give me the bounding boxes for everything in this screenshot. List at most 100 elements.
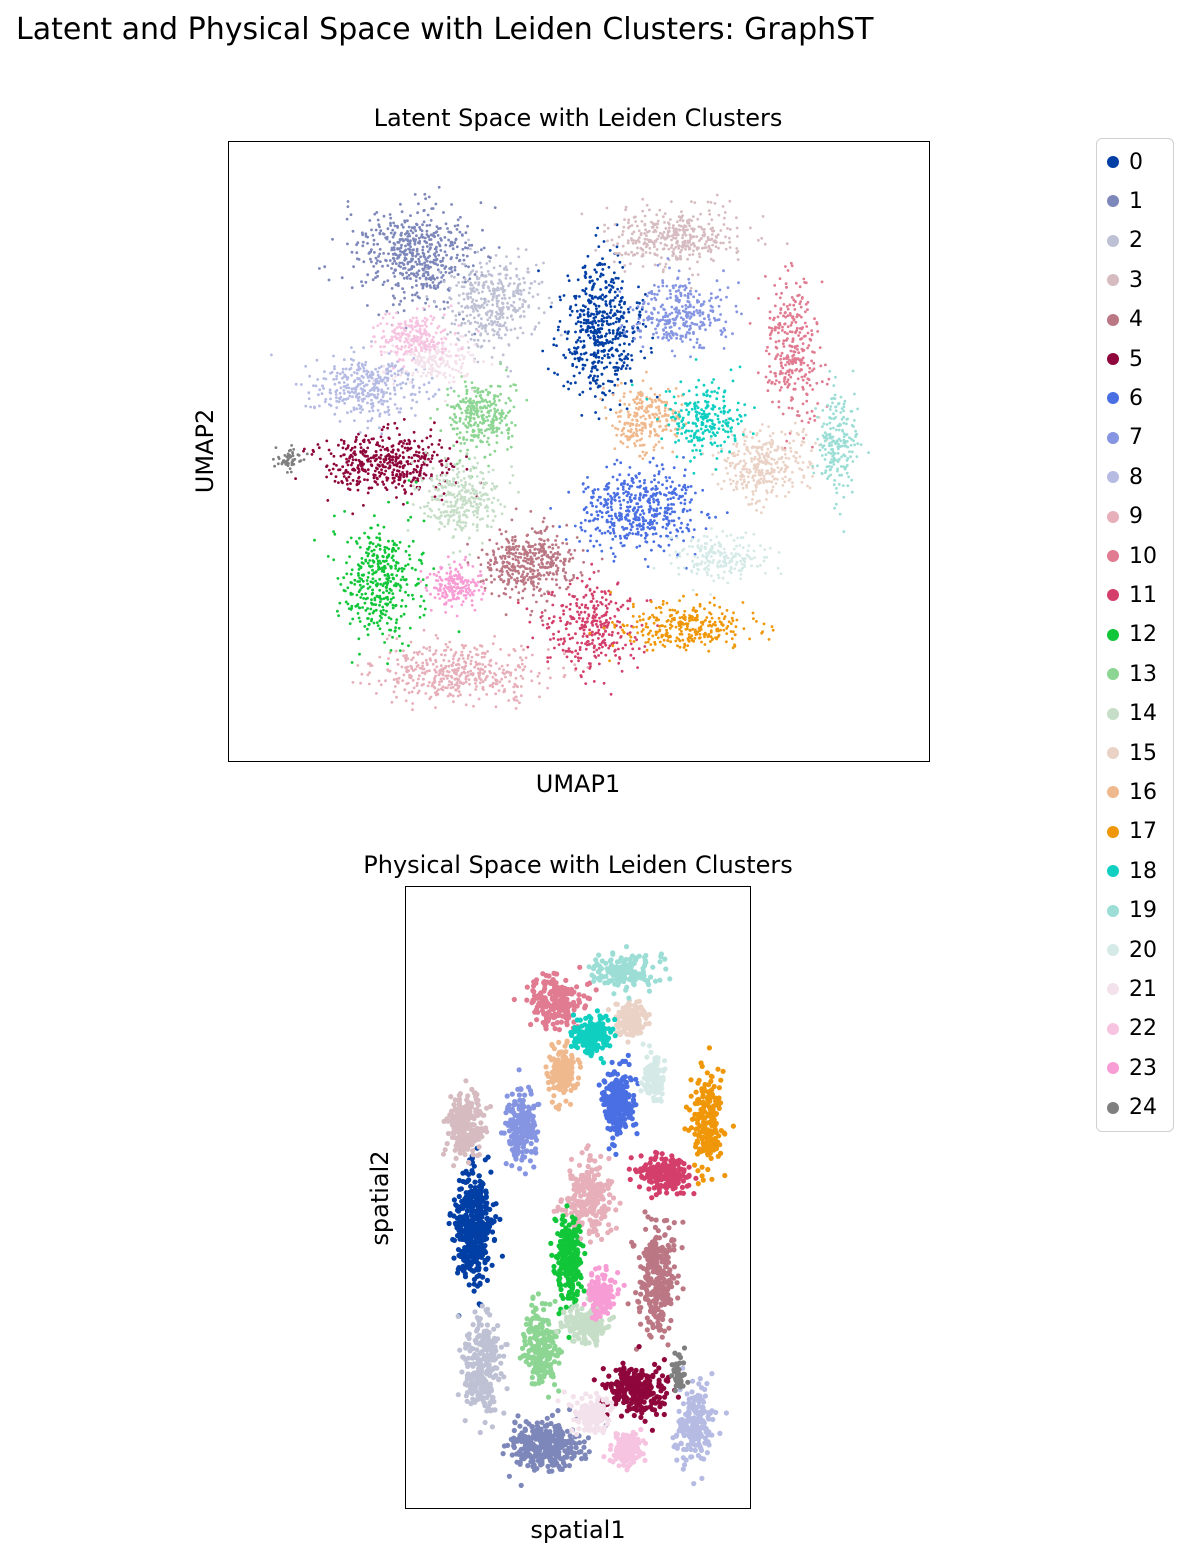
point: [390, 287, 394, 290]
point: [558, 553, 562, 556]
point: [527, 305, 530, 309]
point: [576, 610, 579, 614]
point: [515, 576, 519, 580]
point: [720, 333, 723, 336]
point: [376, 373, 380, 377]
point: [581, 635, 585, 638]
point: [439, 280, 443, 284]
point: [526, 645, 530, 649]
point: [381, 605, 385, 609]
point: [682, 456, 685, 459]
point: [396, 658, 399, 662]
point: [389, 369, 393, 373]
point: [375, 379, 379, 383]
point: [779, 370, 783, 373]
point: [637, 647, 641, 650]
point: [790, 321, 794, 324]
point: [812, 367, 816, 371]
point: [530, 562, 534, 566]
point: [386, 426, 389, 430]
point: [651, 225, 655, 229]
point: [516, 548, 519, 551]
point: [665, 334, 669, 337]
point: [356, 397, 360, 400]
point: [420, 652, 424, 656]
point: [507, 580, 511, 584]
point: [579, 610, 583, 614]
point: [413, 193, 417, 196]
point: [354, 395, 358, 399]
point: [417, 689, 421, 693]
point: [562, 637, 566, 641]
point: [601, 257, 604, 260]
point: [399, 604, 403, 608]
point: [588, 577, 592, 581]
point: [641, 509, 645, 513]
point: [718, 288, 722, 292]
point: [684, 304, 688, 307]
point: [505, 545, 509, 549]
point: [470, 333, 474, 337]
point: [469, 283, 472, 287]
point: [469, 313, 472, 317]
point: [415, 684, 419, 687]
point: [399, 578, 403, 582]
point: [405, 470, 409, 474]
point: [648, 520, 652, 524]
point: [668, 512, 672, 516]
point: [369, 257, 372, 261]
point: [558, 616, 562, 620]
point: [797, 414, 801, 418]
point: [684, 488, 688, 492]
point: [335, 399, 339, 403]
point: [537, 563, 541, 566]
point: [571, 352, 574, 356]
point: [757, 297, 760, 300]
point: [620, 253, 624, 257]
point: [791, 340, 794, 343]
point: [708, 323, 712, 327]
point: [449, 462, 453, 466]
point: [579, 656, 583, 660]
point: [370, 417, 374, 420]
point: [650, 240, 654, 244]
point: [529, 545, 533, 549]
point: [362, 346, 365, 350]
point: [676, 312, 680, 315]
point: [578, 540, 581, 543]
point: [770, 329, 774, 333]
point: [479, 678, 483, 681]
point: [577, 613, 581, 617]
point: [595, 382, 598, 385]
point: [692, 242, 696, 246]
point: [362, 397, 366, 401]
point: [376, 387, 380, 390]
point: [673, 228, 676, 231]
point: [423, 462, 426, 466]
point: [803, 321, 807, 325]
point: [401, 466, 405, 470]
point: [556, 638, 560, 641]
point: [677, 289, 680, 292]
point: [636, 326, 640, 329]
point: [368, 389, 372, 393]
point: [690, 498, 693, 502]
point: [607, 349, 611, 352]
point: [400, 231, 403, 235]
point: [610, 633, 614, 637]
point: [625, 407, 629, 411]
point: [466, 246, 469, 250]
point: [581, 288, 585, 292]
point: [657, 234, 661, 238]
point: [495, 294, 499, 298]
point: [487, 322, 491, 326]
point: [379, 229, 383, 233]
point: [364, 232, 368, 236]
point: [397, 241, 401, 244]
point: [680, 215, 683, 219]
point: [409, 229, 413, 232]
point: [540, 619, 544, 622]
point: [761, 215, 765, 218]
point: [594, 315, 598, 319]
point: [568, 650, 572, 653]
